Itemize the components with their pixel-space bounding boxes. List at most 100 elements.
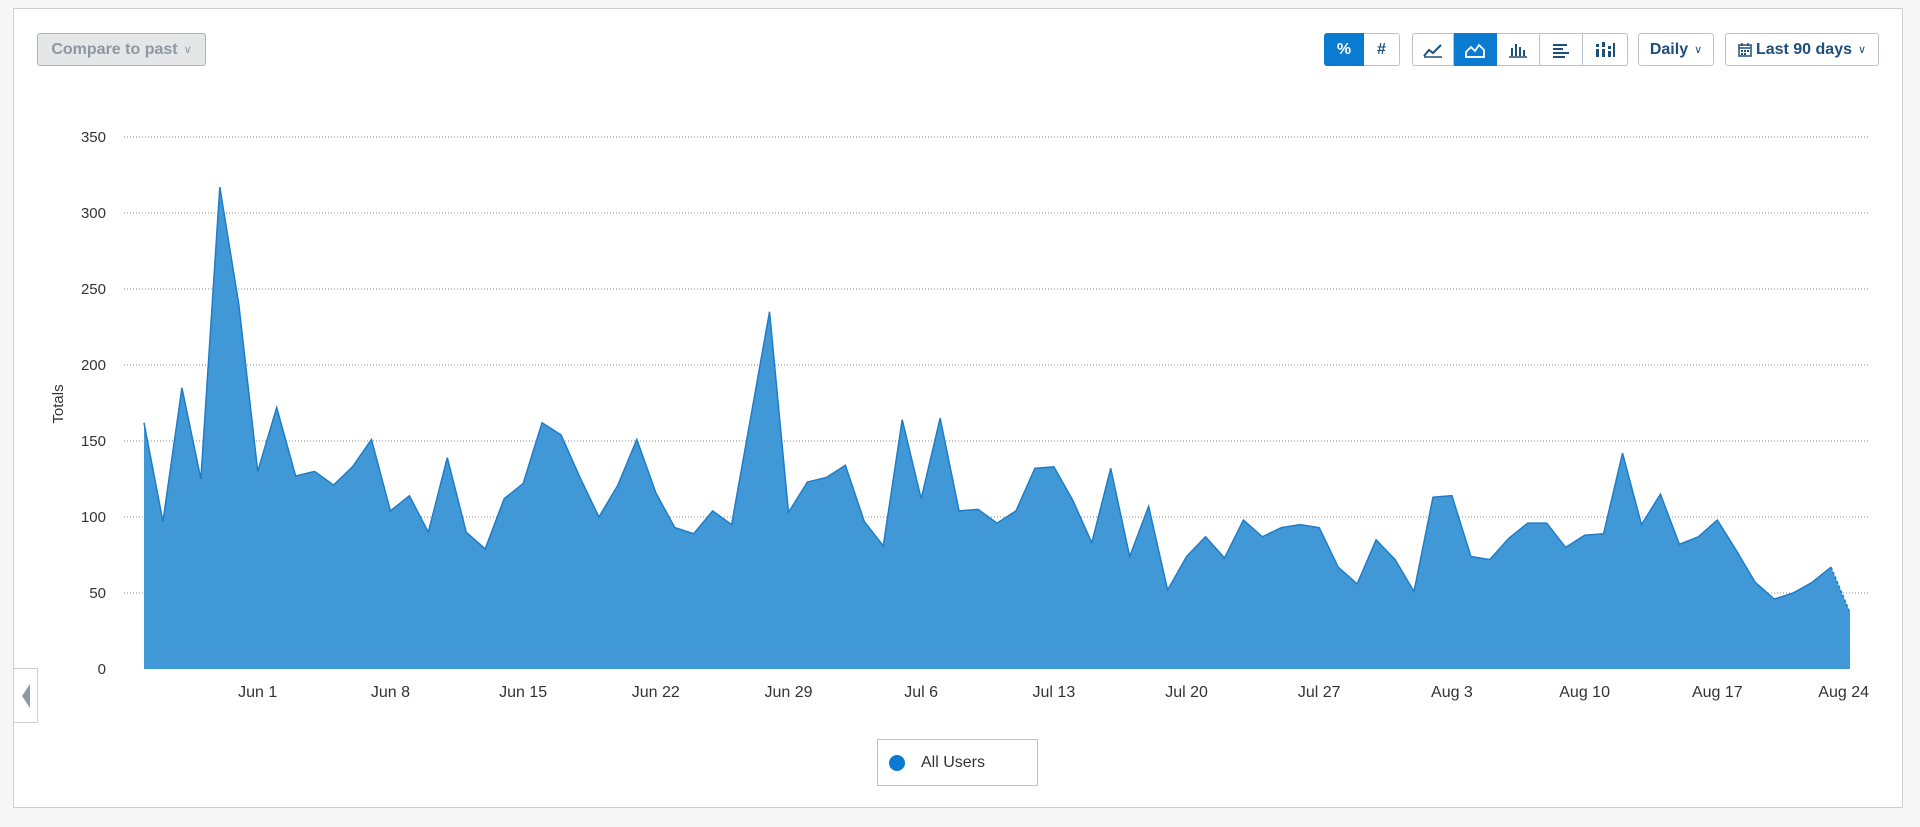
data-point[interactable] [1484,554,1496,566]
data-point[interactable] [1370,534,1382,546]
data-point[interactable] [991,517,1003,529]
line-chart-button[interactable] [1412,33,1454,66]
data-point[interactable] [1029,462,1041,474]
data-point[interactable] [517,478,529,490]
data-point[interactable] [934,412,946,424]
data-point[interactable] [1218,552,1230,564]
data-point[interactable] [403,490,415,502]
data-point[interactable] [1844,607,1856,619]
data-point[interactable] [745,412,757,424]
data-point[interactable] [479,543,491,555]
data-point[interactable] [441,452,453,464]
data-point[interactable] [1332,561,1344,573]
data-point[interactable] [1237,514,1249,526]
data-point[interactable] [1749,576,1761,588]
data-point[interactable] [669,522,681,534]
data-point[interactable] [953,505,965,517]
collapse-panel-tab[interactable] [13,668,38,723]
data-point[interactable] [1408,585,1420,597]
data-point[interactable] [915,493,927,505]
data-point[interactable] [1560,541,1572,553]
data-point[interactable] [726,519,738,531]
data-point[interactable] [309,465,321,477]
data-point[interactable] [1313,522,1325,534]
data-point[interactable] [176,382,188,394]
data-point[interactable] [1143,500,1155,512]
data-point[interactable] [422,526,434,538]
data-point[interactable] [1654,488,1666,500]
data-point[interactable] [1427,491,1439,503]
data-point[interactable] [347,461,359,473]
data-point[interactable] [1692,531,1704,543]
data-point[interactable] [1522,517,1534,529]
data-point[interactable] [1825,561,1837,573]
data-point[interactable] [612,479,624,491]
interval-dropdown[interactable]: Daily ∨ [1638,33,1714,66]
data-point[interactable] [1768,593,1780,605]
data-point[interactable] [1010,505,1022,517]
data-point[interactable] [555,429,567,441]
data-point[interactable] [214,181,226,193]
data-point[interactable] [1294,519,1306,531]
compare-to-past-button[interactable]: Compare to past ∨ [37,33,206,66]
number-button[interactable]: # [1364,33,1400,66]
data-point[interactable] [593,511,605,523]
data-point[interactable] [498,493,510,505]
data-point[interactable] [877,540,889,552]
data-point[interactable] [1711,514,1723,526]
data-point[interactable] [328,479,340,491]
data-point[interactable] [1673,538,1685,550]
data-point[interactable] [1181,551,1193,563]
data-point[interactable] [688,528,700,540]
data-point[interactable] [1446,490,1458,502]
data-point[interactable] [839,459,851,471]
stacked-bar-button[interactable] [1583,33,1628,66]
data-point[interactable] [1617,447,1629,459]
data-point[interactable] [574,471,586,483]
data-point[interactable] [252,465,264,477]
data-point[interactable] [764,306,776,318]
data-point[interactable] [858,516,870,528]
data-point[interactable] [1389,554,1401,566]
data-point[interactable] [1635,519,1647,531]
data-point[interactable] [1048,461,1060,473]
data-point[interactable] [195,473,207,485]
data-point[interactable] [1256,531,1268,543]
data-point[interactable] [1105,462,1117,474]
data-point[interactable] [1200,531,1212,543]
data-point[interactable] [365,433,377,445]
legend[interactable]: All Users [877,739,1038,786]
data-point[interactable] [290,470,302,482]
data-point[interactable] [650,487,662,499]
percent-button[interactable]: % [1324,33,1364,66]
data-point[interactable] [1086,537,1098,549]
area-chart-button[interactable] [1454,33,1497,66]
data-point[interactable] [1465,551,1477,563]
data-point[interactable] [820,471,832,483]
data-point[interactable] [1124,551,1136,563]
data-point[interactable] [157,516,169,528]
data-point[interactable] [631,433,643,445]
bar-chart-button[interactable] [1497,33,1540,66]
data-point[interactable] [384,505,396,517]
data-point[interactable] [782,506,794,518]
data-point[interactable] [1275,522,1287,534]
data-point[interactable] [896,414,908,426]
data-point[interactable] [138,417,150,429]
data-point[interactable] [1787,587,1799,599]
data-point[interactable] [972,503,984,515]
data-point[interactable] [1806,576,1818,588]
data-point[interactable] [1730,544,1742,556]
data-point[interactable] [271,402,283,414]
data-point[interactable] [536,417,548,429]
data-point[interactable] [1541,517,1553,529]
data-point[interactable] [801,476,813,488]
data-point[interactable] [1067,494,1079,506]
data-point[interactable] [460,526,472,538]
data-point[interactable] [707,505,719,517]
date-range-dropdown[interactable]: Last 90 days ∨ [1725,33,1879,66]
data-point[interactable] [1503,532,1515,544]
data-point[interactable] [1579,529,1591,541]
horizontal-bar-button[interactable] [1540,33,1583,66]
data-point[interactable] [1162,584,1174,596]
